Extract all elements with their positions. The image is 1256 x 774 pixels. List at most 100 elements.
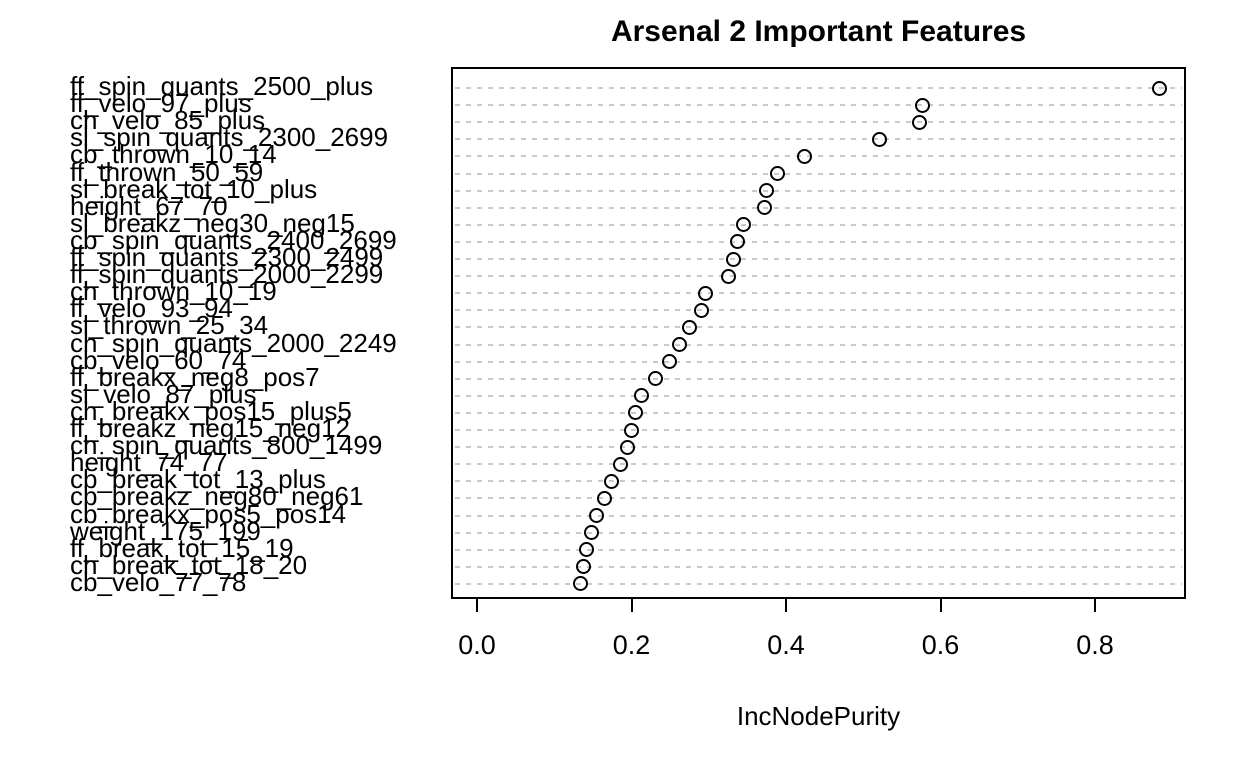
x-axis-tick [939,599,942,612]
y-axis-label: ch_thrown_10_19 [70,276,277,307]
y-axis-label: ff_spin_quants_2500_plus [70,71,374,101]
data-point [619,439,635,455]
data-point [796,148,812,164]
y-axis-label: ch_spin_quants_2000_2249 [70,327,397,358]
data-point [612,456,628,472]
y-axis-label: ch_spin_quants_800_1499 [70,430,383,461]
chart-title: Arsenal 2 Important Features [610,15,1027,48]
y-axis-label: ff_spin_quants_2000_2299 [70,259,384,290]
gridline [455,411,1182,414]
x-axis-tick [476,599,478,612]
data-point [573,576,589,592]
data-point [756,200,772,216]
gridline [455,155,1182,158]
y-axis-label: cb_thrown_10_14 [70,139,277,170]
gridline [455,104,1182,107]
data-point [871,131,887,147]
gridline [455,121,1182,124]
y-axis-label: ch_break_tot_18_20 [70,549,308,580]
data-point [911,114,927,130]
y-axis-label: sl_breakz_neg30_neg15 [70,207,355,238]
gridline [455,206,1182,209]
x-axis-tick [1094,599,1096,612]
data-point [682,319,698,335]
data-point [693,302,709,318]
gridline [455,463,1182,466]
data-point [729,234,745,250]
gridline [455,360,1182,363]
gridline [455,189,1182,192]
y-axis-label: weight_175_199 [70,515,261,546]
data-point [578,542,594,558]
y-axis-label: cb_velo_77_78 [70,566,247,597]
x-axis-title: IncNodePurity [736,701,901,731]
gridline [455,240,1182,243]
gridline [455,258,1182,260]
data-point [735,217,751,233]
gridline [455,514,1182,517]
y-axis-label: ff_break_tot_15_19 [70,532,294,563]
x-axis-tick [785,599,787,612]
data-point [647,371,663,387]
y-axis-label: cb_velo_60_74 [70,344,247,375]
data-point [769,166,785,181]
gridline [455,429,1182,431]
y-axis-label: ff_velo_97_plus [70,88,252,119]
data-point [633,388,649,404]
data-point [623,422,639,438]
gridline [455,497,1182,500]
x-axis-tick-label: 0.6 [921,630,960,660]
data-point [661,354,677,370]
y-axis-label: ff_breakz_neg15_neg12 [70,413,350,443]
gridline [455,480,1182,483]
x-axis-tick-label: 0.0 [458,630,496,660]
y-axis-label: ff_spin_quants_2300_2499 [70,242,384,272]
gridline [455,394,1182,397]
gridline [455,343,1182,346]
data-point [721,268,737,284]
data-point [584,525,600,541]
y-axis-label: sl_thrown_25_34 [70,310,269,341]
y-axis-label: cb_break_tot_13_plus [70,464,326,495]
y-axis-label: cb_breakz_neg80_neg61 [70,481,364,512]
data-point [1152,80,1168,96]
data-point [914,97,930,113]
gridline [455,446,1182,449]
data-point [604,473,620,489]
gridline [455,292,1182,295]
y-axis-label: cb_breakx_pos5_pos14 [70,498,347,529]
y-axis-label: height_74_77 [70,447,228,478]
data-point [597,490,613,506]
y-axis-label: sl_spin_quants_2300_2699 [70,122,389,153]
data-point [725,251,741,267]
data-point [758,183,774,199]
gridline [455,172,1182,175]
data-point [628,405,644,421]
gridline [455,138,1182,141]
plot-area [451,67,1186,599]
y-axis-label: ch_velo_85_plus [70,105,266,136]
y-axis-label: height_67_70 [70,190,228,221]
gridline [455,275,1182,278]
data-point [697,285,713,301]
gridline [455,326,1182,329]
gridline [455,582,1182,585]
x-axis-tick [630,599,633,612]
data-point [588,508,604,523]
y-axis-label: ff_breakx_neg8_pos7 [70,361,320,392]
x-axis-tick-label: 0.8 [1076,630,1114,660]
gridline [455,223,1182,226]
data-point [575,559,591,575]
gridline [455,377,1182,380]
data-point [671,337,687,352]
y-axis-label: ff_velo_93_94 [70,293,233,324]
y-axis-label: sl_velo_87_plus [70,378,257,409]
gridline [455,548,1182,551]
y-axis-label: cb_spin_quants_2400_2699 [70,224,397,255]
gridline [455,531,1182,534]
y-axis-label: sl_break_tot_10_plus [70,173,318,204]
gridline [455,309,1182,312]
gridline [455,565,1182,568]
y-axis-label: ff_thrown_50_59 [70,156,264,187]
